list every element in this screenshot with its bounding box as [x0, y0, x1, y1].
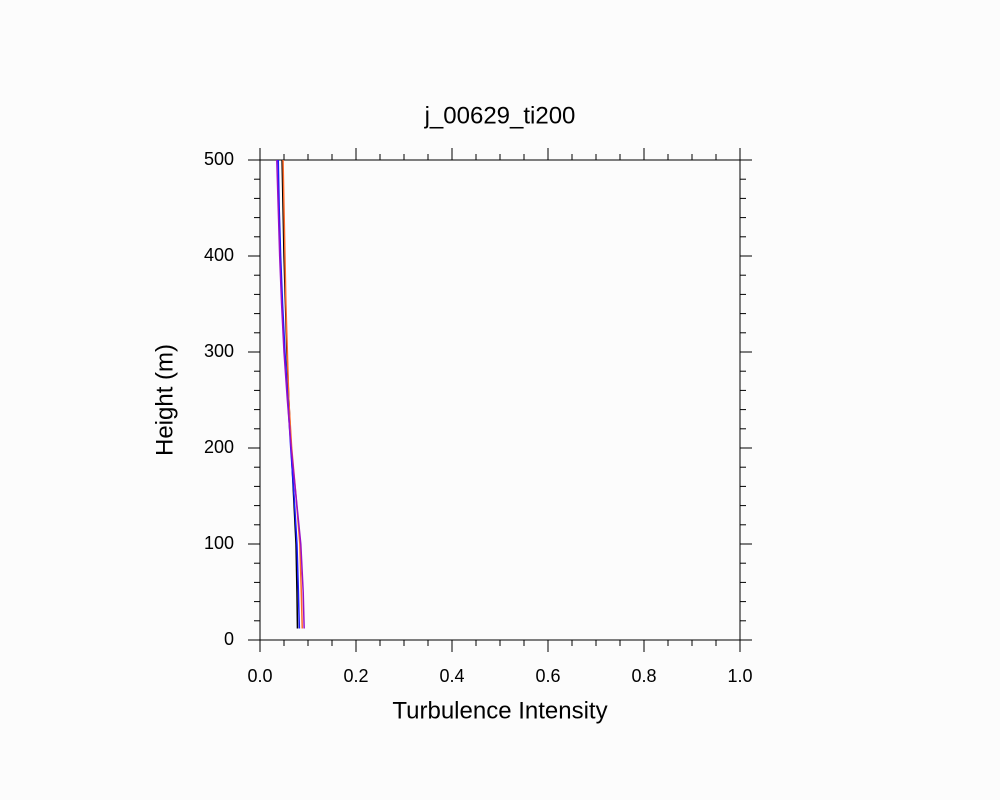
x-tick-label: 0.4	[439, 666, 464, 686]
x-tick-label: 0.2	[343, 666, 368, 686]
y-tick-label: 100	[204, 533, 234, 553]
y-axis-label: Height (m)	[151, 344, 178, 456]
profile-line	[282, 159, 303, 629]
y-tick-label: 500	[204, 149, 234, 169]
profile-line	[276, 159, 305, 629]
x-tick-label: 0.0	[247, 666, 272, 686]
x-tick-label: 0.8	[631, 666, 656, 686]
y-tick-label: 300	[204, 341, 234, 361]
y-tick-label: 200	[204, 437, 234, 457]
x-tick-label: 1.0	[727, 666, 752, 686]
x-tick-label: 0.6	[535, 666, 560, 686]
x-axis-label: Turbulence Intensity	[392, 697, 607, 724]
y-tick-label: 400	[204, 245, 234, 265]
y-tick-label: 0	[224, 629, 234, 649]
chart-title: j_00629_ti200	[424, 102, 576, 129]
